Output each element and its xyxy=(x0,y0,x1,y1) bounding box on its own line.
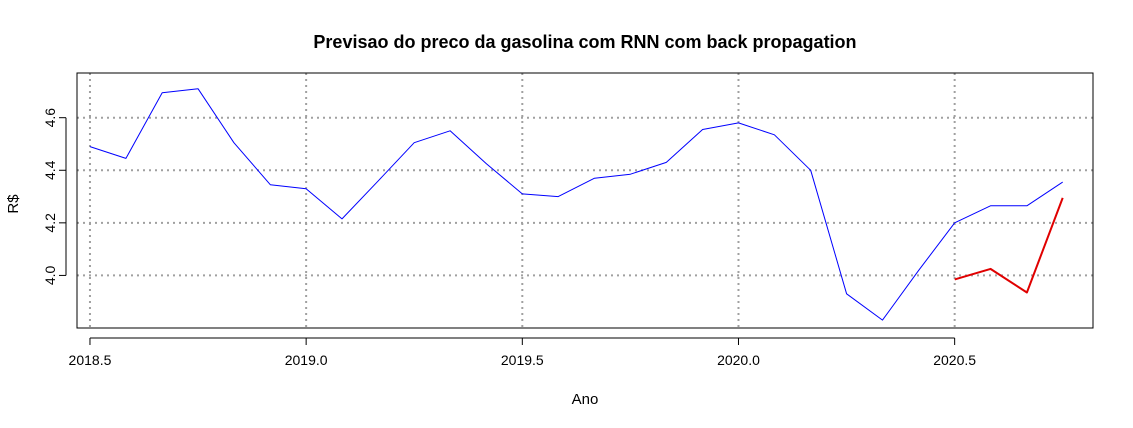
y-tick-label: 4.0 xyxy=(42,265,58,285)
plot-frame xyxy=(76,72,1094,329)
y-axis: 4.0 4.2 4.4 4.6 xyxy=(42,108,67,285)
x-tick-label: 2020.0 xyxy=(717,352,760,368)
grid-lines xyxy=(77,73,1093,328)
x-tick-label: 2018.5 xyxy=(69,352,112,368)
x-axis-label: Ano xyxy=(572,391,599,408)
x-tick-label: 2019.0 xyxy=(285,352,328,368)
y-axis-label: R$ xyxy=(5,194,22,214)
x-tick-label: 2019.5 xyxy=(501,352,544,368)
series-line-actual xyxy=(89,88,1063,321)
y-tick-label: 4.6 xyxy=(42,108,58,128)
x-axis: 2018.5 2019.0 2019.5 2020.0 2020.5 xyxy=(69,337,976,368)
y-tick-label: 4.2 xyxy=(42,213,58,233)
series-line-forecast xyxy=(954,197,1064,294)
chart-title: Previsao do preco da gasolina com RNN co… xyxy=(313,32,856,52)
y-tick-label: 4.4 xyxy=(42,160,58,180)
series-lines xyxy=(89,88,1064,321)
x-tick-label: 2020.5 xyxy=(933,352,976,368)
